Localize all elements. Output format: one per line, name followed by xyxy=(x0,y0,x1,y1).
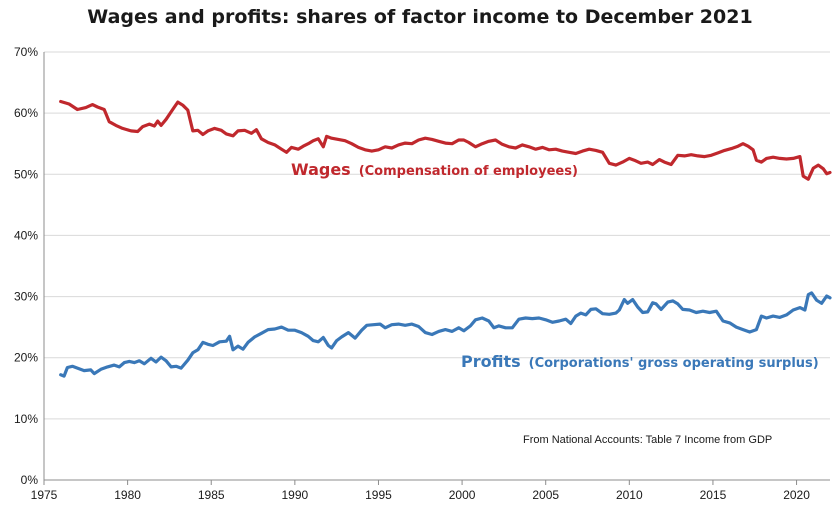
x-tick-label: 1985 xyxy=(198,488,225,502)
wages-line xyxy=(59,99,832,181)
y-tick-label: 70% xyxy=(14,45,38,59)
x-tick-label: 2020 xyxy=(783,488,810,502)
x-tick-label: 1980 xyxy=(114,488,141,502)
profits-series-label: Profits (Corporations' gross operating su… xyxy=(461,352,819,371)
x-tick-label: 2010 xyxy=(616,488,643,502)
x-tick-label: 1995 xyxy=(365,488,392,502)
source-note: From National Accounts: Table 7 Income f… xyxy=(523,434,772,446)
chart-title: Wages and profits: shares of factor inco… xyxy=(87,6,753,28)
profits-series-name: Profits xyxy=(461,352,521,371)
profits-line xyxy=(59,291,832,378)
x-tick-label: 1975 xyxy=(31,488,58,502)
x-tick-label: 2000 xyxy=(449,488,476,502)
y-tick-label: 50% xyxy=(14,167,38,181)
x-tick-label: 1990 xyxy=(281,488,308,502)
profits-series-description: (Corporations' gross operating surplus) xyxy=(529,356,819,371)
y-tick-label: 10% xyxy=(14,412,38,426)
gridlines xyxy=(44,51,830,420)
series-labels: Wages (Compensation of employees) Profits… xyxy=(291,160,819,446)
y-tick-label: 40% xyxy=(14,228,38,242)
axes: 0% 10% 20% 30% 40% 50% 60% 70% 1975 1980 1985 1990 1… xyxy=(14,45,830,502)
series xyxy=(59,99,832,378)
y-tick-label: 0% xyxy=(21,473,39,487)
x-tick-label: 2015 xyxy=(700,488,727,502)
wages-series-name: Wages xyxy=(291,160,351,179)
wages-series-label: Wages (Compensation of employees) xyxy=(291,160,578,179)
y-tick-label: 30% xyxy=(14,290,38,304)
y-tick-label: 60% xyxy=(14,106,38,120)
y-tick-label: 20% xyxy=(14,351,38,365)
x-tick-label: 2005 xyxy=(532,488,559,502)
wages-series-description: (Compensation of employees) xyxy=(359,164,578,179)
